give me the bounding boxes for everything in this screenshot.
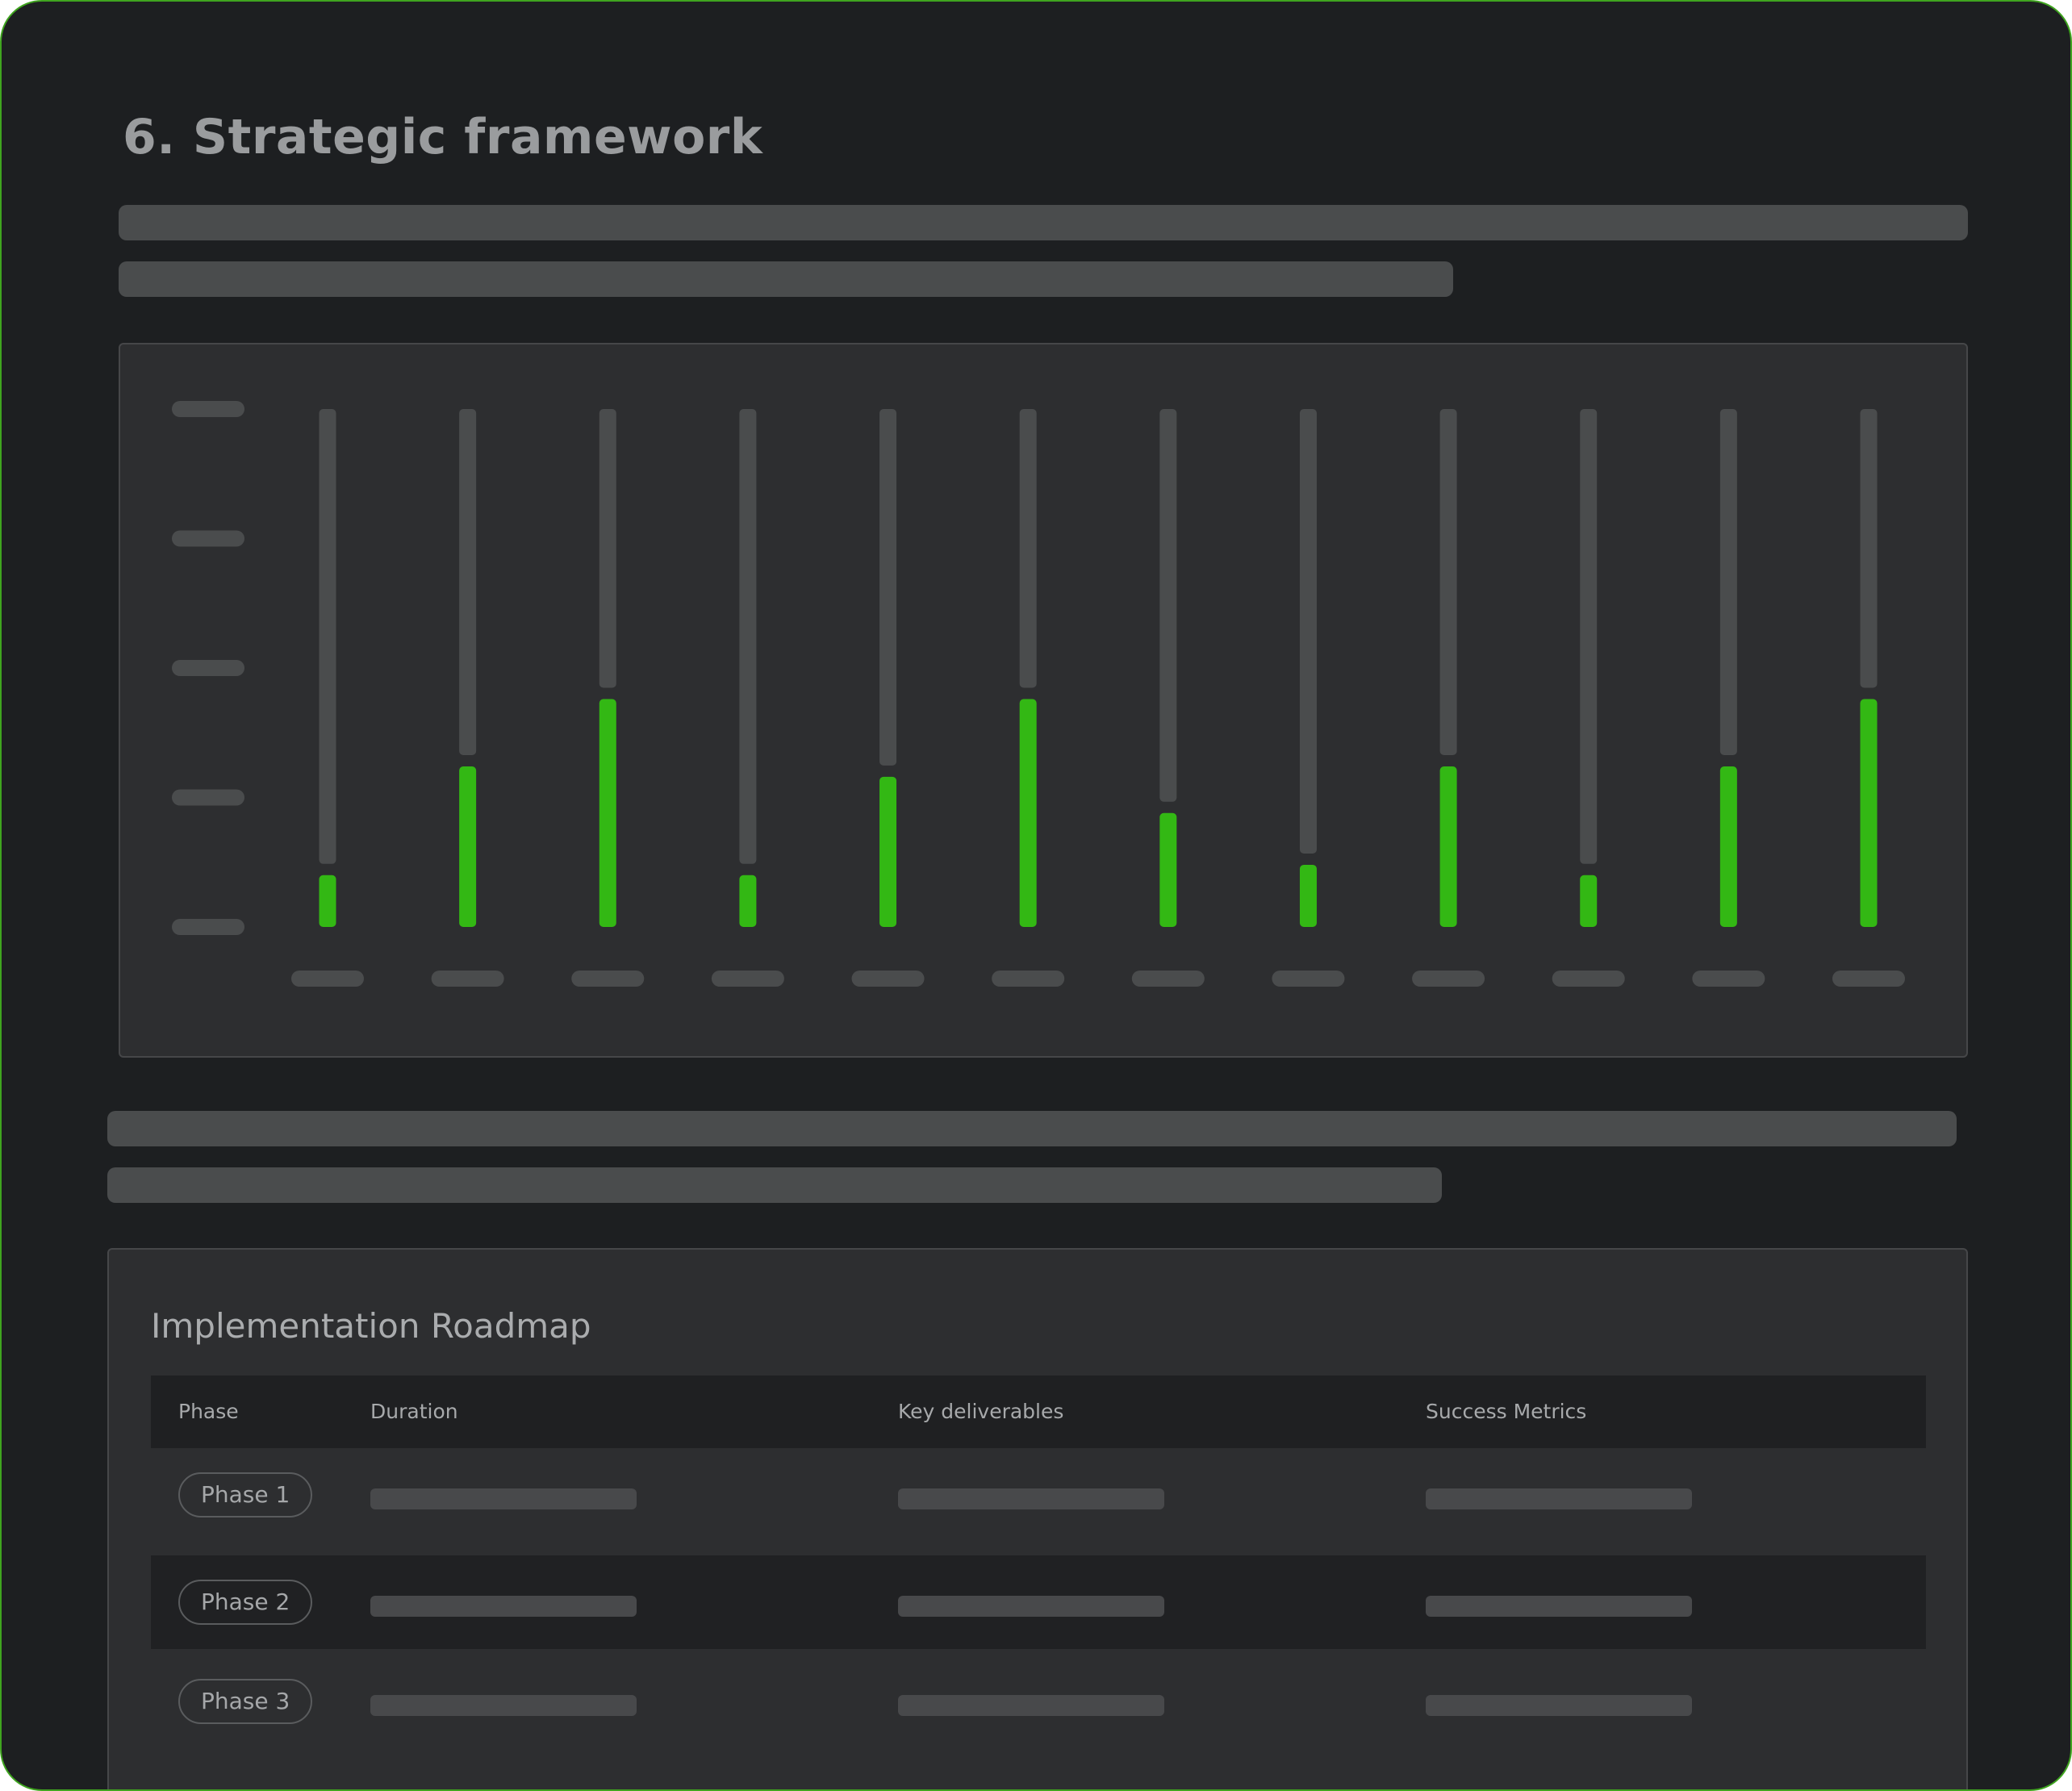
y-tick-label-placeholder bbox=[172, 789, 244, 806]
x-tick-label-placeholder bbox=[1131, 971, 1205, 987]
bar bbox=[1299, 864, 1317, 927]
bar-track bbox=[459, 409, 477, 755]
roadmap-panel: Implementation Roadmap Phase Duration Ke… bbox=[107, 1248, 1968, 1789]
bar-track bbox=[1580, 409, 1598, 864]
bar bbox=[599, 699, 616, 927]
bar bbox=[739, 875, 757, 927]
deliverables-placeholder bbox=[898, 1596, 1164, 1617]
text-placeholder-line bbox=[119, 205, 1968, 240]
metrics-placeholder bbox=[1426, 1596, 1692, 1617]
x-tick-label-placeholder bbox=[711, 971, 784, 987]
text-placeholder-line bbox=[107, 1167, 1442, 1203]
phase-badge[interactable]: Phase 1 bbox=[178, 1472, 313, 1518]
metrics-placeholder bbox=[1426, 1695, 1692, 1716]
bar-track bbox=[1019, 409, 1037, 688]
page-title: 6. Strategic framework bbox=[123, 109, 763, 165]
text-placeholder-line bbox=[119, 261, 1453, 297]
x-tick-label-placeholder bbox=[1692, 971, 1765, 987]
y-tick-label-placeholder bbox=[172, 660, 244, 676]
table-row[interactable]: Phase 2 bbox=[151, 1555, 1926, 1649]
bar bbox=[1019, 699, 1037, 927]
bar bbox=[319, 875, 336, 927]
table-row[interactable]: Phase 1 bbox=[151, 1448, 1926, 1542]
x-tick-label-placeholder bbox=[1832, 971, 1905, 987]
roadmap-title: Implementation Roadmap bbox=[151, 1306, 591, 1346]
bar bbox=[1159, 812, 1177, 927]
phase-badge[interactable]: Phase 2 bbox=[178, 1580, 313, 1625]
bar bbox=[1860, 699, 1878, 927]
column-header-key-deliverables: Key deliverables bbox=[898, 1400, 1064, 1423]
bar-track bbox=[739, 409, 757, 864]
bar-track bbox=[1299, 409, 1317, 854]
bar-track bbox=[1860, 409, 1878, 688]
column-header-success-metrics: Success Metrics bbox=[1426, 1400, 1587, 1423]
bar bbox=[879, 776, 897, 927]
text-placeholder-line bbox=[107, 1111, 1957, 1146]
metrics-placeholder bbox=[1426, 1488, 1692, 1509]
x-tick-label-placeholder bbox=[571, 971, 645, 987]
x-tick-label-placeholder bbox=[851, 971, 925, 987]
duration-placeholder bbox=[370, 1596, 637, 1617]
bar bbox=[459, 766, 477, 927]
x-tick-label-placeholder bbox=[1272, 971, 1345, 987]
bar bbox=[1719, 766, 1737, 927]
deliverables-placeholder bbox=[898, 1488, 1164, 1509]
chart-panel bbox=[119, 343, 1968, 1058]
x-tick-label-placeholder bbox=[1552, 971, 1625, 987]
x-tick-label-placeholder bbox=[1412, 971, 1485, 987]
duration-placeholder bbox=[370, 1695, 637, 1716]
bar-track bbox=[599, 409, 616, 688]
x-tick-label-placeholder bbox=[992, 971, 1065, 987]
bar bbox=[1439, 766, 1457, 927]
table-row[interactable]: Phase 3 bbox=[151, 1655, 1926, 1748]
x-tick-label-placeholder bbox=[291, 971, 364, 987]
y-tick-label-placeholder bbox=[172, 919, 244, 935]
deliverables-placeholder bbox=[898, 1695, 1164, 1716]
bar-track bbox=[1439, 409, 1457, 755]
phase-badge[interactable]: Phase 3 bbox=[178, 1679, 313, 1724]
column-header-duration: Duration bbox=[370, 1400, 458, 1423]
bar-track bbox=[1719, 409, 1737, 755]
table-header: Phase Duration Key deliverables Success … bbox=[151, 1376, 1926, 1448]
bar-track bbox=[1159, 409, 1177, 802]
x-tick-label-placeholder bbox=[431, 971, 504, 987]
duration-placeholder bbox=[370, 1488, 637, 1509]
bar bbox=[1580, 875, 1598, 927]
bar-track bbox=[319, 409, 336, 864]
y-tick-label-placeholder bbox=[172, 401, 244, 417]
y-tick-label-placeholder bbox=[172, 530, 244, 547]
bar-chart bbox=[172, 401, 1905, 987]
column-header-phase: Phase bbox=[178, 1400, 239, 1423]
bar-track bbox=[879, 409, 897, 766]
